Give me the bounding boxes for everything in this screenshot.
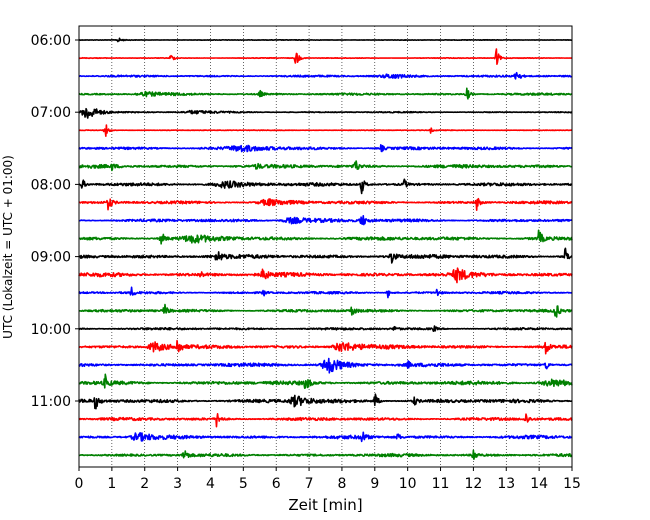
x-tick-label: 11 (432, 476, 450, 492)
seismogram-trace (78, 160, 573, 172)
seismogram-trace (78, 37, 573, 43)
x-tick-label: 10 (399, 476, 417, 492)
y-tick-label: 09:00 (31, 250, 71, 266)
y-tick-label: 06:00 (31, 33, 71, 49)
x-tick-label: 8 (337, 476, 346, 492)
seismogram-trace (78, 303, 573, 318)
seismogram-trace (78, 178, 573, 195)
x-axis: 0 1 2 3 4 5 6 7 8 9 10 11 12 13 14 15 (75, 467, 581, 492)
seismogram-trace (78, 87, 573, 100)
seismogram-trace (78, 325, 573, 333)
y-axis: 06:00 07:00 08:00 09:00 10:00 11:00 (31, 33, 79, 410)
x-tick-label: 12 (464, 476, 482, 492)
seismogram-trace (78, 286, 573, 299)
seismogram-trace (78, 107, 573, 119)
x-tick-label: 2 (140, 476, 149, 492)
seismogram-trace (78, 229, 573, 245)
x-tick-label: 5 (239, 476, 248, 492)
x-tick-label: 4 (206, 476, 215, 492)
plot-frame (78, 25, 573, 468)
seismogram-trace (78, 413, 573, 428)
x-tick-label: 9 (370, 476, 379, 492)
plot-background (79, 26, 572, 467)
y-tick-label: 08:00 (31, 177, 71, 193)
trace-layer (78, 37, 573, 460)
seismogram-trace (78, 197, 573, 211)
y-tick-label: 10:00 (31, 322, 71, 338)
seismogram-trace (78, 267, 573, 284)
y-axis-label: UTC (Lokalzeit = UTC + 01:00) (1, 155, 15, 339)
x-tick-label: 0 (75, 476, 84, 492)
x-tick-label: 3 (173, 476, 182, 492)
x-tick-label: 14 (530, 476, 548, 492)
y-tick-label: 11:00 (31, 394, 71, 410)
seismogram-trace (78, 144, 573, 153)
seismogram-trace (78, 431, 573, 443)
seismogram-trace (78, 449, 573, 460)
x-tick-label: 7 (305, 476, 314, 492)
seismogram-trace (78, 357, 573, 374)
x-tick-label: 6 (272, 476, 281, 492)
seismogram-trace (78, 373, 573, 389)
seismogram-trace (78, 247, 573, 264)
x-tick-label: 1 (107, 476, 116, 492)
seismogram-trace (78, 393, 573, 410)
x-axis-label: Zeit [min] (288, 496, 362, 514)
seismogram-trace (78, 48, 573, 65)
seismogram-trace (78, 71, 573, 80)
y-tick-label: 07:00 (31, 105, 71, 121)
x-tick-label: 13 (497, 476, 515, 492)
x-tick-label: 15 (563, 476, 581, 492)
seismogram-trace (78, 214, 573, 226)
seismogram-trace (78, 339, 573, 355)
seismogram-trace (78, 124, 573, 137)
